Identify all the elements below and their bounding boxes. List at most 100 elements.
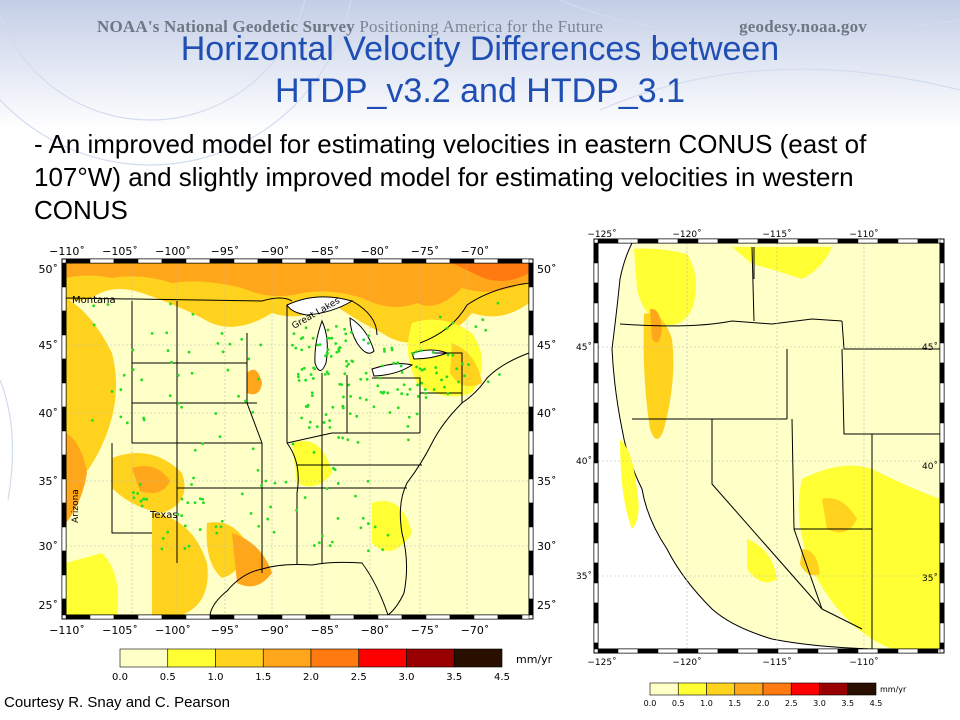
east-frame-segment: [281, 258, 307, 264]
agency-org: NOAA's: [97, 17, 160, 36]
state-boundaries: [65, 282, 530, 616]
gps-station-dot: [139, 499, 143, 503]
east-lon-bottom-tick: −110˚: [49, 624, 85, 637]
gps-station-dot: [347, 362, 350, 366]
east-frame-segment: [113, 614, 139, 620]
gps-station-dot: [215, 531, 219, 535]
west-frame-segment: [939, 462, 945, 484]
gps-station-dot: [131, 348, 135, 352]
west-colorbar-swatch: [706, 682, 736, 696]
gps-station-dot: [367, 341, 370, 345]
west-frame-segment: [917, 648, 939, 654]
gps-station-dot: [160, 547, 164, 551]
gps-station-dot: [418, 367, 422, 371]
slide-title-line-1: Horizontal Velocity Differences between: [180, 30, 780, 68]
east-colorbar-tick: 1.5: [255, 672, 271, 683]
gps-station-dot: [340, 383, 344, 387]
east-frame-segment: [329, 614, 355, 620]
east-frame-segment: [449, 258, 475, 264]
east-colorbar-tick: 0.5: [160, 672, 176, 683]
gps-station-dot: [140, 504, 144, 508]
gps-station-dot: [316, 343, 320, 347]
west-lon-top: −125˚ −120˚ −115˚ −110˚: [587, 229, 878, 240]
west-frame-segment: [593, 282, 599, 304]
west-frame-segment: [593, 502, 599, 524]
gps-station-dot: [474, 325, 478, 329]
gps-station-dot: [295, 508, 298, 512]
gps-station-dot: [273, 481, 277, 485]
gps-station-dot: [367, 334, 370, 337]
west-frame-segment: [939, 482, 945, 504]
west-lon-top-tick: −125˚: [587, 229, 616, 240]
gps-station-dot: [92, 323, 96, 327]
gps-station-dot: [347, 383, 351, 387]
west-frame-segment: [597, 648, 619, 654]
gps-station-dot: [327, 372, 330, 376]
east-frame-segment: [61, 478, 67, 504]
east-lon-top-tick: −95˚: [211, 245, 240, 258]
gps-station-dot: [214, 412, 218, 415]
gps-station-dot: [138, 483, 142, 486]
west-frame-segment: [939, 302, 945, 324]
gps-station-dot: [301, 336, 305, 339]
west-colorbar-swatch: [734, 682, 764, 696]
east-colorbar-units: mm/yr: [516, 653, 553, 666]
gps-station-dot: [322, 421, 326, 424]
gps-station-dot: [348, 412, 352, 415]
gps-station-dot: [318, 343, 322, 347]
gps-station-dot: [136, 492, 140, 495]
gps-station-dot: [392, 361, 396, 365]
west-lon-bottom: −125˚ −120˚ −115˚ −110˚: [587, 657, 878, 668]
gps-station-dot: [304, 378, 308, 382]
gps-station-dot: [365, 398, 368, 402]
east-colorbar-swatch: [119, 648, 169, 668]
west-lon-bottom-tick: −110˚: [849, 657, 878, 668]
east-frame-segment: [377, 614, 403, 620]
west-frame-segment: [757, 648, 779, 654]
gps-station-dot: [221, 350, 225, 354]
gps-station-dot: [358, 396, 362, 400]
east-lat-left-tick: 45˚: [39, 339, 59, 352]
west-frame-segment: [939, 642, 945, 650]
gps-station-dot: [328, 336, 332, 340]
west-frame-segment: [593, 362, 599, 384]
west-frame-segment: [593, 242, 599, 264]
agency-website: geodesy.noaa.gov: [739, 17, 867, 36]
gps-station-dot: [244, 399, 247, 403]
gps-station-dot: [219, 525, 223, 529]
gps-station-dot: [237, 394, 240, 398]
east-frame-segment: [161, 258, 187, 264]
east-frame-segment: [61, 262, 67, 288]
west-colorbar-tick: 0.5: [672, 699, 685, 708]
gps-station-dot: [183, 524, 187, 528]
gps-station-dot: [416, 383, 420, 387]
bullet-text: - An improved model for estimating veloc…: [34, 129, 867, 225]
gps-station-dot: [91, 419, 94, 422]
west-frame-segment: [593, 342, 599, 364]
gps-station-dot: [457, 380, 460, 384]
gps-station-dot: [170, 360, 173, 364]
west-frame-segment: [593, 402, 599, 424]
east-colorbar-swatch: [167, 648, 216, 668]
gps-station-dot: [198, 497, 202, 501]
gps-station-dot: [119, 388, 123, 392]
gps-station-dot: [303, 496, 307, 499]
gps-station-dot: [345, 359, 348, 363]
west-frame-segment: [593, 422, 599, 444]
gps-station-dot: [131, 368, 135, 372]
label-arizona: Arizona: [71, 489, 81, 523]
east-frame-segment: [113, 258, 139, 264]
gps-station-dot: [432, 388, 436, 391]
gps-station-dot: [312, 366, 316, 370]
west-frame-segment: [937, 648, 941, 654]
west-frame-segment: [593, 462, 599, 484]
gps-station-dot: [201, 497, 205, 501]
east-lat-right-tick: 40˚: [537, 407, 557, 420]
east-frame-segment: [528, 310, 534, 336]
gps-station-dot: [161, 536, 165, 540]
gps-station-dot: [337, 436, 341, 439]
east-frame-segment: [257, 614, 283, 620]
gps-station-dots: [91, 301, 501, 553]
gps-station-dot: [346, 438, 350, 442]
